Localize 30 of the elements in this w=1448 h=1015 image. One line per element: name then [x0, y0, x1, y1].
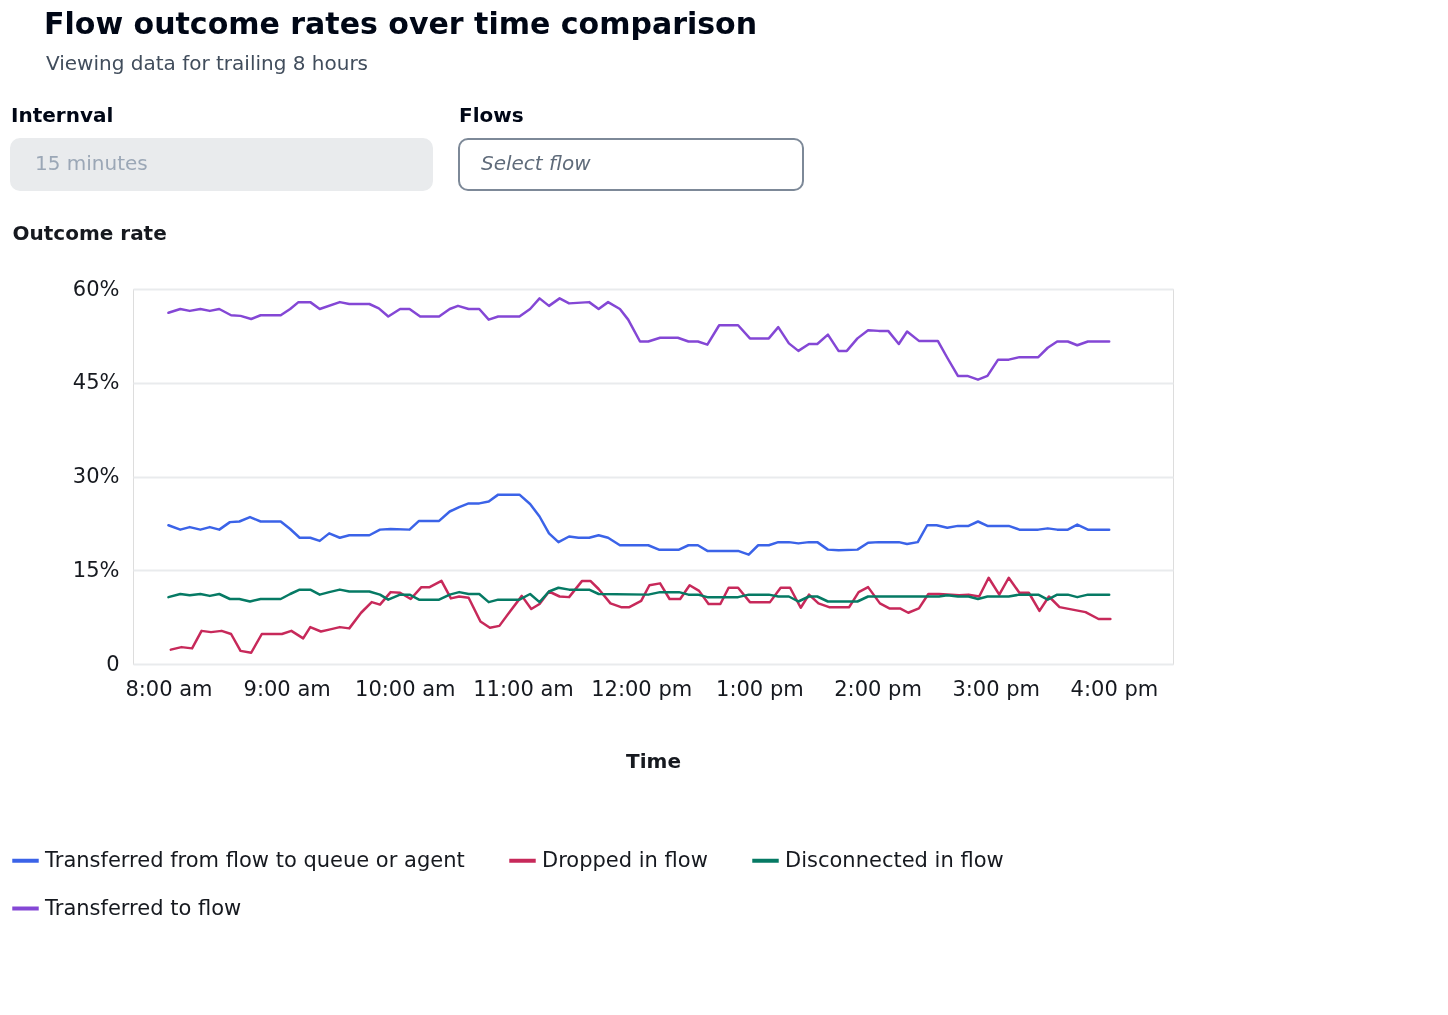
y-axis-title: Outcome rate	[12, 220, 167, 245]
x-tick-label: 11:00 am	[473, 676, 574, 701]
text: Select flow	[481, 151, 592, 175]
line-series	[167, 586, 1111, 604]
y-tick-label: 60%	[72, 276, 120, 301]
y-tick-label: 0	[106, 651, 120, 676]
x-tick-label: 12:00 pm	[591, 676, 693, 701]
x-tick-label: 9:00 am	[243, 676, 331, 701]
x-tick-label: 10:00 am	[355, 676, 456, 701]
x-axis-title: Time	[626, 748, 681, 773]
legend-label: Disconnected in flow	[785, 847, 1004, 872]
text: Flows	[459, 103, 524, 127]
text: 15 minutes	[35, 151, 148, 175]
legend-label: Transferred to flow	[44, 895, 242, 920]
y-tick-label: 30%	[72, 464, 120, 488]
legend-label: Transferred from flow to queue or agent	[44, 847, 465, 872]
x-tick-label: 3:00 pm	[952, 676, 1041, 701]
chart-subtitle: Viewing data for trailing 8 hours	[46, 51, 369, 75]
line-series	[167, 297, 1111, 381]
x-tick-label: 8:00 am	[125, 676, 213, 701]
x-tick-label: 1:00 pm	[716, 676, 804, 701]
chart-title: Flow outcome rates over time comparison	[44, 6, 758, 41]
line-series	[167, 493, 1111, 556]
legend-label: Dropped in flow	[542, 847, 708, 872]
text: Internval	[11, 103, 114, 127]
y-tick-label: 15%	[72, 557, 120, 582]
line-series	[169, 576, 1112, 654]
y-tick-label: 45%	[72, 370, 120, 395]
x-tick-label: 4:00 pm	[1070, 676, 1159, 701]
x-tick-label: 2:00 pm	[834, 676, 922, 701]
